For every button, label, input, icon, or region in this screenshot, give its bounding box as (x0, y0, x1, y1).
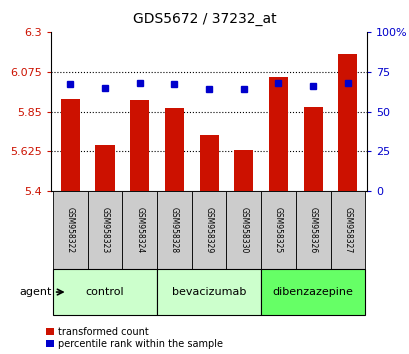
Bar (199, 135, 218, 191)
Bar (157, 269, 261, 315)
Bar (164, 108, 184, 191)
Text: GSM958329: GSM958329 (204, 207, 213, 253)
Bar (330, 191, 364, 269)
Bar (122, 191, 157, 269)
Text: GSM958325: GSM958325 (273, 207, 282, 253)
Bar (61, 99, 80, 191)
Bar (337, 54, 357, 191)
Bar (261, 269, 364, 315)
Text: GDS5672 / 37232_at: GDS5672 / 37232_at (133, 12, 276, 27)
Text: GSM958328: GSM958328 (169, 207, 178, 253)
Text: GSM958327: GSM958327 (342, 207, 351, 253)
Text: agent: agent (20, 287, 52, 297)
Text: control: control (85, 287, 124, 297)
Bar (261, 191, 295, 269)
Bar (88, 191, 122, 269)
Text: bevacizumab: bevacizumab (171, 287, 246, 297)
Text: GSM958323: GSM958323 (100, 207, 109, 253)
Text: GSM958322: GSM958322 (66, 207, 75, 253)
Bar (53, 269, 157, 315)
Bar (226, 191, 261, 269)
Bar (268, 77, 287, 191)
Bar (191, 191, 226, 269)
Bar (53, 191, 88, 269)
Text: dibenzazepine: dibenzazepine (272, 287, 353, 297)
Bar (303, 107, 322, 191)
Bar (130, 100, 149, 191)
Bar (157, 191, 191, 269)
Bar (95, 145, 114, 191)
Legend: transformed count, percentile rank within the sample: transformed count, percentile rank withi… (46, 327, 222, 349)
Text: GSM958326: GSM958326 (308, 207, 317, 253)
Bar (234, 150, 253, 191)
Text: GSM958324: GSM958324 (135, 207, 144, 253)
Bar (295, 191, 330, 269)
Text: GSM958330: GSM958330 (239, 207, 248, 253)
